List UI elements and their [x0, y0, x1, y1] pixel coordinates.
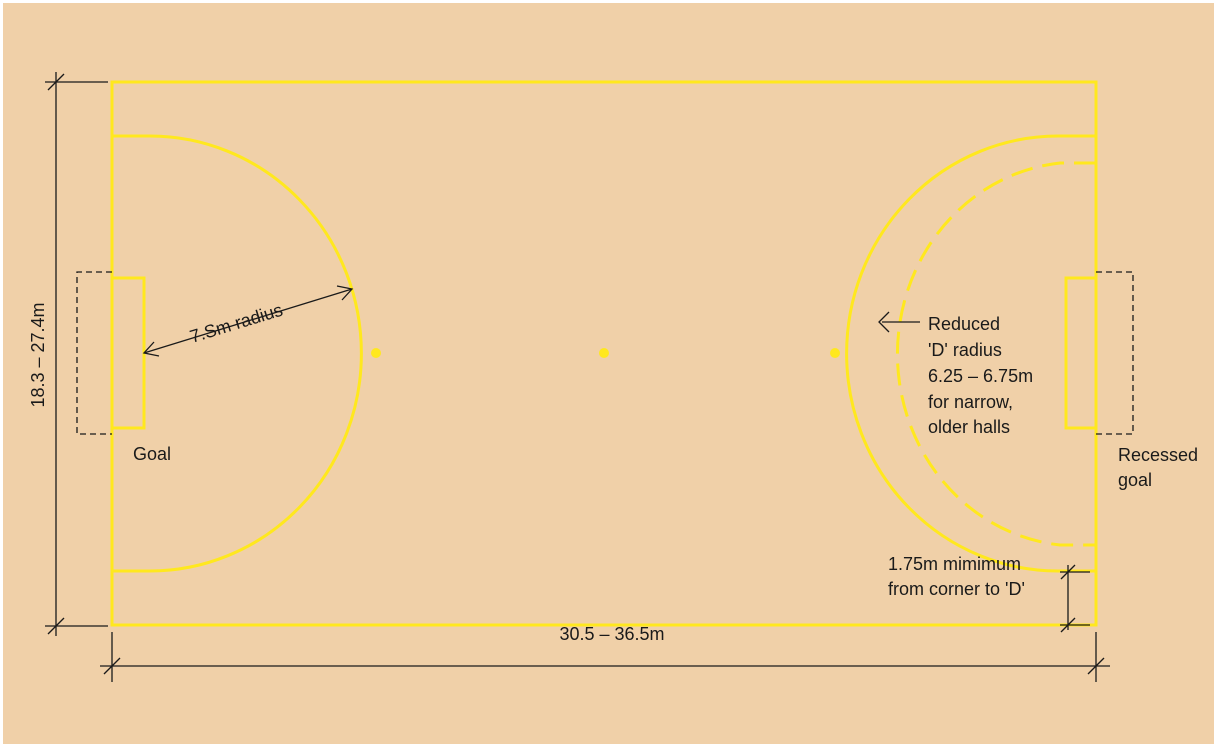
width-dimension-label: 18.3 – 27.4m: [28, 302, 48, 407]
goal-frames: [76, 271, 1134, 435]
width-tick-bottom: [47, 617, 65, 635]
goal-label: Goal: [133, 444, 171, 464]
length-dimension-label: 30.5 – 36.5m: [559, 624, 664, 644]
radius-arrowhead-right: [336, 285, 354, 301]
reduced-d-label-line-4: for narrow,: [928, 392, 1013, 412]
left-goal-frame: [76, 271, 112, 435]
width-tick-top: [47, 73, 65, 91]
centre-spot: [599, 348, 609, 358]
court-spots: [371, 348, 840, 358]
background-panel: [3, 3, 1214, 744]
reduced-d-label-line-3: 6.25 – 6.75m: [928, 366, 1033, 386]
reduced-d-arrowhead: [878, 311, 890, 333]
reduced-d-arc: [896, 161, 1096, 547]
reduced-d-label-line-1: Reduced: [928, 314, 1000, 334]
right-penalty-spot: [830, 348, 840, 358]
left-d-arc: [112, 134, 363, 573]
dimension-lines: [45, 72, 1110, 682]
length-tick-left: [103, 657, 121, 675]
corner-min-label-line-2: from corner to 'D': [888, 579, 1025, 599]
length-tick-right: [1087, 657, 1105, 675]
reduced-d-label-line-5: older halls: [928, 417, 1010, 437]
right-d-arc: [845, 134, 1096, 573]
radius-arrowhead-left: [142, 341, 160, 357]
corner-tick-top: [1060, 564, 1076, 580]
left-penalty-spot: [371, 348, 381, 358]
reduced-d-label-line-2: 'D' radius: [928, 340, 1002, 360]
court-markings: [110, 80, 1098, 627]
corner-min-label-line-1: 1.75m mimimum: [888, 554, 1021, 574]
radius-arrow-line: [143, 288, 353, 354]
recessed-goal-label-line-2: goal: [1118, 470, 1152, 490]
corner-tick-bottom: [1060, 617, 1076, 633]
recessed-goal-label-line-1: Recessed: [1118, 445, 1198, 465]
right-goal-box: [1064, 276, 1098, 430]
